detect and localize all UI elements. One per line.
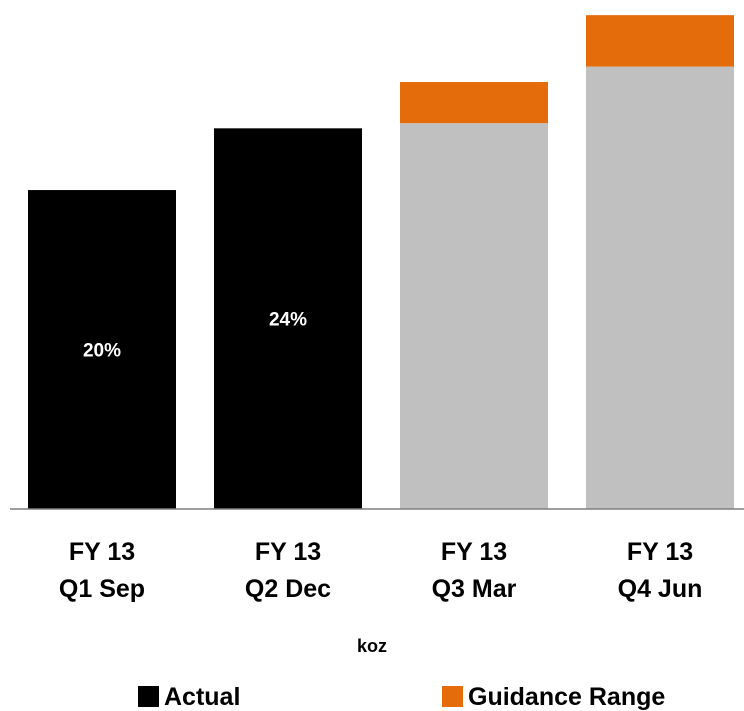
bar-1-series-1 [28, 190, 176, 509]
category-label-3-line-1: FY 13 [441, 538, 507, 566]
data-label-1: 20% [83, 341, 121, 362]
legend-label-1: Actual [164, 683, 240, 711]
category-label-3-line-2: Q3 Mar [432, 575, 517, 603]
bar-3-series-3 [400, 82, 548, 124]
category-label-2-line-2: Q2 Dec [245, 575, 331, 603]
legend: Actual Guidance Range [138, 683, 665, 711]
x-axis-title: koz [357, 636, 387, 656]
bar-3-series-2 [400, 123, 548, 509]
data-labels: 20% 24% [83, 310, 307, 362]
category-label-2-line-1: FY 13 [255, 538, 321, 566]
bar-4-series-3 [586, 15, 734, 67]
category-label-4-line-1: FY 13 [627, 538, 693, 566]
bars [28, 15, 734, 509]
category-label-4-line-2: Q4 Jun [618, 575, 703, 603]
category-label-1-line-1: FY 13 [69, 538, 135, 566]
category-label-1-line-2: Q1 Sep [59, 575, 145, 603]
data-label-2: 24% [269, 310, 307, 331]
category-labels: FY 13 Q1 Sep FY 13 Q2 Dec FY 13 Q3 Mar FY 13 Q4… [59, 538, 702, 603]
bar-4-series-2 [586, 66, 734, 509]
bar-2-series-1 [214, 128, 362, 509]
legend-swatch-2 [442, 686, 463, 707]
legend-label-2: Guidance Range [468, 683, 665, 711]
legend-swatch-1 [138, 686, 159, 707]
